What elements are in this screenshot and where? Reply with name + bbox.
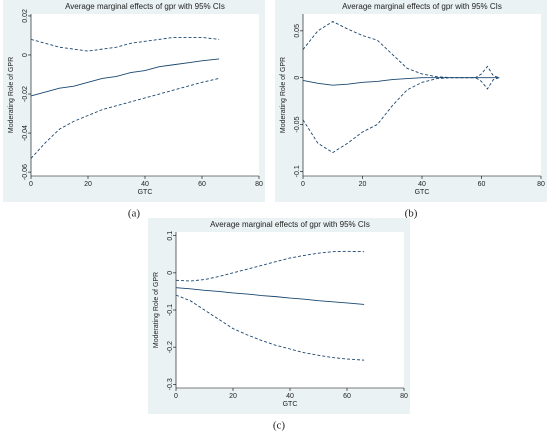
x-tick-label: 60 [343, 393, 351, 400]
y-tick-label: -0.05 [294, 116, 301, 132]
x-tick-label: 20 [229, 393, 237, 400]
series-line [175, 294, 365, 361]
series-line [30, 58, 220, 97]
x-axis-label: GTC [283, 401, 298, 408]
series-line [175, 287, 365, 305]
x-axis-label: GTC [415, 189, 430, 196]
y-tick-label: 0.1 [167, 231, 174, 241]
plot-area [303, 14, 541, 176]
x-tick-label: 40 [286, 393, 294, 400]
chart-title: Average marginal effects of gpr with 95%… [210, 220, 370, 229]
y-tick-label: 0.05 [294, 24, 301, 38]
x-tick-label: 80 [255, 181, 263, 188]
y-tick-label: -0.06 [22, 164, 29, 180]
chart-title: Average marginal effects of gpr with 95%… [342, 2, 502, 11]
x-tick-label: 80 [400, 393, 408, 400]
x-tick-label: 60 [478, 181, 486, 188]
plot-area [31, 14, 259, 176]
series-line [302, 77, 500, 154]
y-tick-label: 0 [22, 53, 29, 57]
y-tick-label: -0.1 [294, 165, 301, 177]
x-tick-label: 0 [29, 181, 33, 188]
y-tick-label: -0.3 [167, 378, 174, 390]
x-tick-label: 40 [418, 181, 426, 188]
panel-label: (a) [128, 208, 141, 220]
y-tick-label: -0.04 [22, 125, 29, 141]
x-tick-label: 20 [84, 181, 92, 188]
panel-label: (b) [405, 208, 418, 220]
x-tick-label: 0 [174, 393, 178, 400]
y-tick-label: -0.1 [167, 304, 174, 316]
chart-title: Average marginal effects of gpr with 95%… [65, 2, 225, 11]
panel: Average marginal effects of gpr with 95%… [275, 0, 547, 220]
panel-label: (c) [273, 420, 286, 432]
series-line [30, 36, 220, 52]
plot-area [176, 232, 404, 388]
x-axis-label: GTC [138, 189, 153, 196]
y-axis-label: Moderating Role of GPR [280, 57, 287, 133]
y-tick-label: -0.02 [22, 86, 29, 102]
y-axis-label: Moderating Role of GPR [8, 57, 15, 133]
y-tick-label: 0.02 [22, 9, 29, 23]
x-tick-label: 40 [141, 181, 149, 188]
x-tick-label: 80 [537, 181, 545, 188]
y-axis-label: Moderating Role of GPR [153, 272, 160, 348]
x-tick-label: 20 [359, 181, 367, 188]
y-tick-label: 0 [167, 271, 174, 275]
series-line [175, 250, 365, 282]
series-line [302, 20, 500, 79]
panel: Average marginal effects of gpr with 95%… [3, 0, 265, 220]
series-line [30, 77, 220, 159]
y-tick-label: -0.2 [167, 341, 174, 353]
x-tick-label: 0 [301, 181, 305, 188]
x-tick-label: 60 [198, 181, 206, 188]
y-tick-label: 0 [294, 76, 301, 80]
series-line [302, 77, 500, 86]
panel: Average marginal effects of gpr with 95%… [148, 218, 410, 432]
